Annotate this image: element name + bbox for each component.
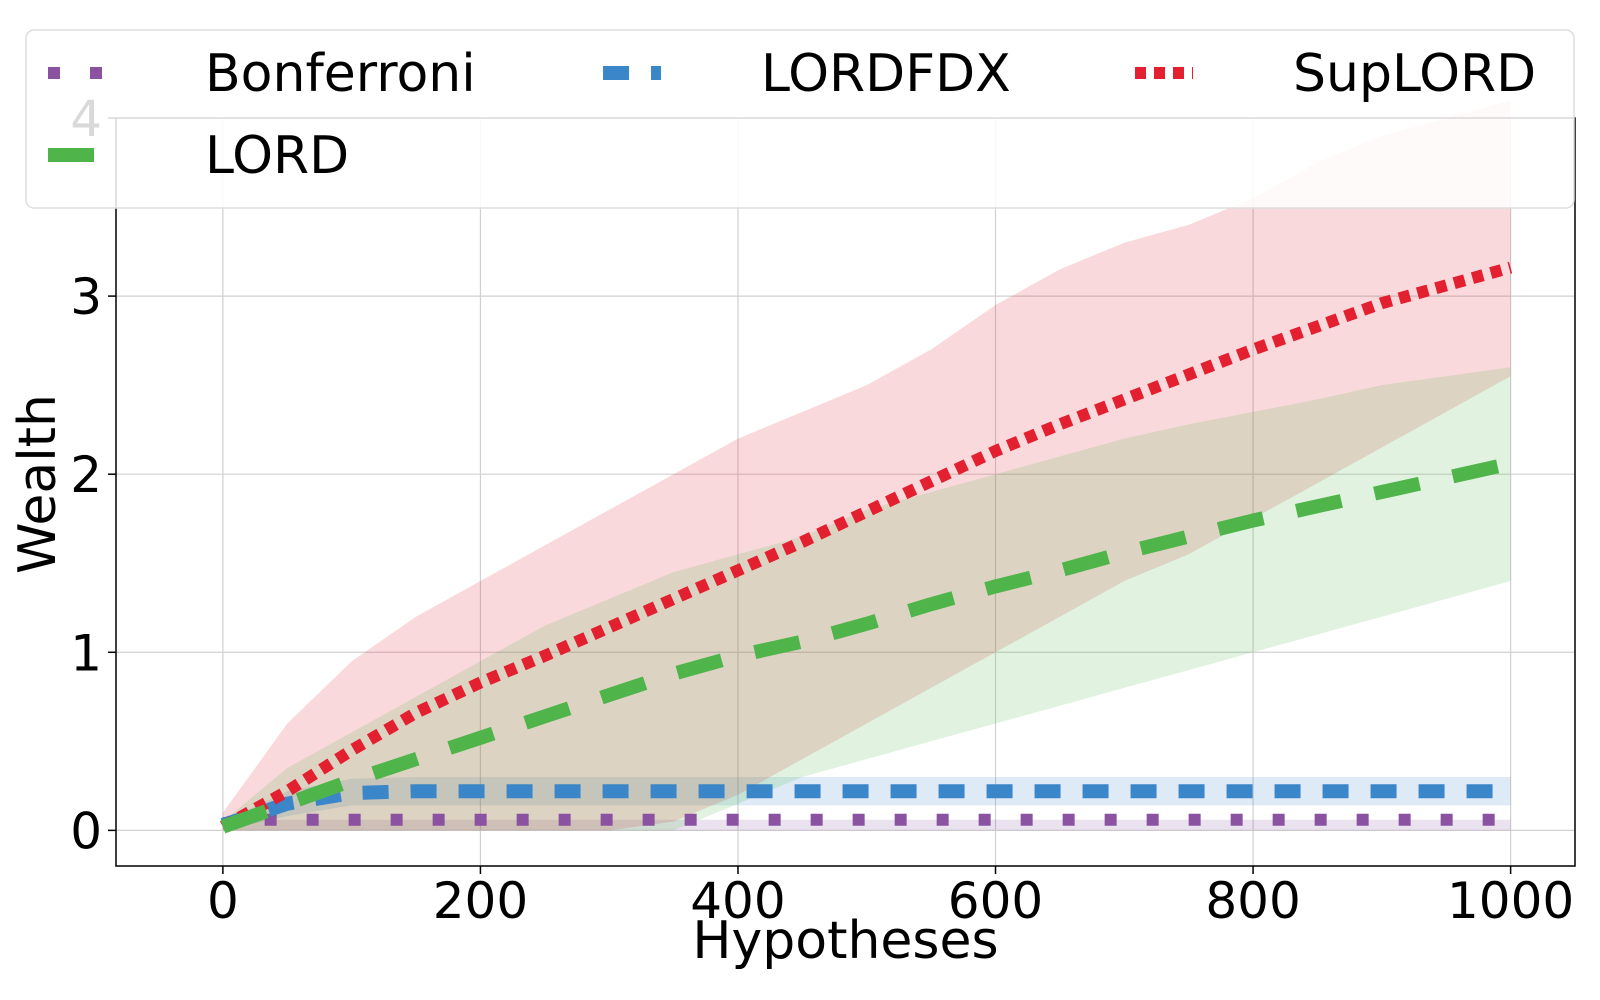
- x-tick-label: 0: [207, 872, 239, 930]
- legend-box: [25, 29, 1575, 209]
- x-tick-label: 200: [433, 872, 528, 930]
- series-line-bonferroni: [222, 813, 1511, 830]
- x-tick-label: 600: [948, 872, 1043, 930]
- band-suplord: [222, 100, 1511, 831]
- series-line-lordfdx: [220, 784, 1511, 832]
- series-lines: [219, 261, 1513, 834]
- legend-label-lordfdx: LORDFDX: [761, 44, 1011, 104]
- axis-ticks: 0200400600800100001234: [70, 90, 1574, 930]
- legend-label-bonferroni: Bonferroni: [205, 44, 476, 104]
- x-tick-label: 400: [690, 872, 785, 930]
- series-line-lord: [220, 456, 1513, 834]
- legend-label-suplord: SupLORD: [1293, 44, 1536, 104]
- y-tick-label: 3: [70, 268, 102, 326]
- y-tick-label: 0: [70, 802, 102, 860]
- legend: Bonferroni LORDFDX SupLORD LORD: [25, 29, 1575, 209]
- legend-label-lord: LORD: [205, 126, 349, 186]
- x-tick-label: 800: [1205, 872, 1300, 930]
- y-axis-title: Wealth: [8, 394, 68, 574]
- x-axis-title: Hypotheses: [692, 911, 998, 971]
- y-tick-label: 2: [70, 446, 102, 504]
- x-tick-label: 1000: [1447, 872, 1574, 930]
- series-line-suplord: [219, 261, 1513, 833]
- y-tick-label: 1: [70, 624, 102, 682]
